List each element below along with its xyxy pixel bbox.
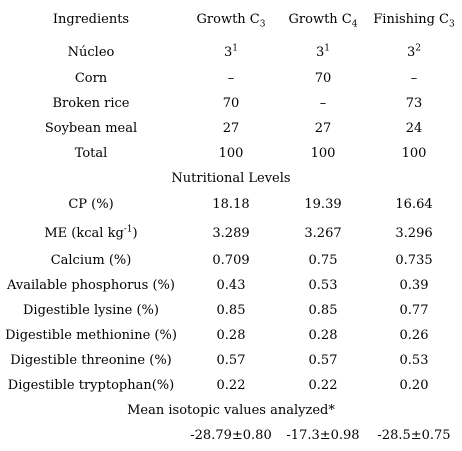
value-growth-c3: 3.289: [212, 226, 250, 241]
section-title: Nutritional Levels: [171, 171, 291, 186]
ingredient-label: Corn: [74, 71, 108, 86]
row-isotopic-values: -28.79±0.80 -17.3±0.98 -28.5±0.75: [0, 423, 462, 448]
value-growth-c4: 0.85: [308, 303, 338, 318]
value-finishing-c3: 24: [405, 121, 423, 136]
value-finishing-c3: 0.39: [399, 278, 429, 293]
row-digestible-tryptophan: Digestible tryptophan(%) 0.22 0.22 0.20: [0, 373, 462, 398]
nutrient-label: Calcium (%): [50, 253, 132, 268]
value-growth-c3: 100: [218, 146, 244, 161]
value-growth-c4: 100: [310, 146, 336, 161]
value-growth-c4: 70: [314, 71, 332, 86]
value-growth-c3: 0.28: [216, 328, 246, 343]
header-growth-c4: Growth C4: [288, 12, 358, 30]
value-growth-c4: 3.267: [304, 226, 342, 241]
isotopic-growth-c3: -28.79±0.80: [190, 428, 272, 443]
nutrient-label: Available phosphorus (%): [7, 278, 175, 293]
value-growth-c4: 0.28: [308, 328, 338, 343]
nutrient-label: ME (kcal kg-1): [44, 224, 138, 241]
nutrient-label: CP (%): [68, 197, 114, 212]
value-finishing-c3: 0.735: [395, 253, 433, 268]
section-title: Mean isotopic values analyzed*: [127, 403, 335, 418]
nutrient-label: Digestible threonine (%): [10, 353, 172, 368]
row-me: ME (kcal kg-1) 3.289 3.267 3.296: [0, 221, 462, 246]
header-ingredients: Ingredients: [52, 12, 130, 27]
value-growth-c4: 0.22: [308, 378, 338, 393]
value-finishing-c3: 73: [405, 96, 423, 111]
value-finishing-c3: 0.20: [399, 378, 429, 393]
value-growth-c3: 31: [223, 43, 238, 60]
row-calcium: Calcium (%) 0.709 0.75 0.735: [0, 248, 462, 273]
nutrient-label: Digestible tryptophan(%): [7, 378, 175, 393]
value-growth-c4: –: [319, 96, 327, 111]
value-growth-c4: 0.57: [308, 353, 338, 368]
value-growth-c4: 27: [314, 121, 332, 136]
ingredient-label: Total: [74, 146, 108, 161]
ingredient-label: Núcleo: [67, 45, 115, 60]
value-finishing-c3: 100: [401, 146, 427, 161]
value-growth-c4: 0.53: [308, 278, 338, 293]
value-finishing-c3: 3.296: [395, 226, 433, 241]
ingredient-label: Soybean meal: [44, 121, 138, 136]
section-isotopic-values: Mean isotopic values analyzed*: [0, 398, 462, 423]
isotopic-finishing-c3: -28.5±0.75: [377, 428, 451, 443]
value-growth-c4: 19.39: [304, 197, 342, 212]
ingredient-label: Broken rice: [52, 96, 130, 111]
header-row: Ingredients Growth C3 Growth C4 Finishin…: [0, 7, 462, 32]
row-digestible-lysine: Digestible lysine (%) 0.85 0.85 0.77: [0, 298, 462, 323]
row-soybean-meal: Soybean meal 27 27 24: [0, 116, 462, 141]
value-growth-c3: 70: [222, 96, 240, 111]
value-finishing-c3: –: [410, 71, 418, 86]
value-finishing-c3: 0.77: [399, 303, 429, 318]
value-growth-c3: 0.22: [216, 378, 246, 393]
row-nucleo: Núcleo 31 31 32: [0, 40, 462, 65]
value-finishing-c3: 32: [406, 43, 421, 60]
isotopic-growth-c4: -17.3±0.98: [286, 428, 360, 443]
row-total: Total 100 100 100: [0, 141, 462, 166]
row-corn: Corn – 70 –: [0, 66, 462, 91]
nutrient-label: Digestible lysine (%): [23, 303, 159, 318]
nutrient-label: Digestible methionine (%): [5, 328, 177, 343]
section-nutritional-levels: Nutritional Levels: [0, 166, 462, 191]
value-growth-c3: 18.18: [212, 197, 250, 212]
value-growth-c3: 0.85: [216, 303, 246, 318]
row-cp: CP (%) 18.18 19.39 16.64: [0, 192, 462, 217]
value-finishing-c3: 16.64: [395, 197, 433, 212]
value-growth-c3: 0.57: [216, 353, 246, 368]
value-finishing-c3: 0.53: [399, 353, 429, 368]
header-finishing-c3: Finishing C3: [373, 12, 455, 30]
value-growth-c3: 27: [222, 121, 240, 136]
value-growth-c4: 0.75: [308, 253, 338, 268]
row-digestible-methionine: Digestible methionine (%) 0.28 0.28 0.26: [0, 323, 462, 348]
row-broken-rice: Broken rice 70 – 73: [0, 91, 462, 116]
value-growth-c3: 0.43: [216, 278, 246, 293]
value-growth-c4: 31: [315, 43, 330, 60]
value-growth-c3: 0.709: [212, 253, 250, 268]
header-growth-c3: Growth C3: [196, 12, 266, 30]
value-finishing-c3: 0.26: [399, 328, 429, 343]
row-digestible-threonine: Digestible threonine (%) 0.57 0.57 0.53: [0, 348, 462, 373]
value-growth-c3: –: [227, 71, 235, 86]
row-available-phosphorus: Available phosphorus (%) 0.43 0.53 0.39: [0, 273, 462, 298]
